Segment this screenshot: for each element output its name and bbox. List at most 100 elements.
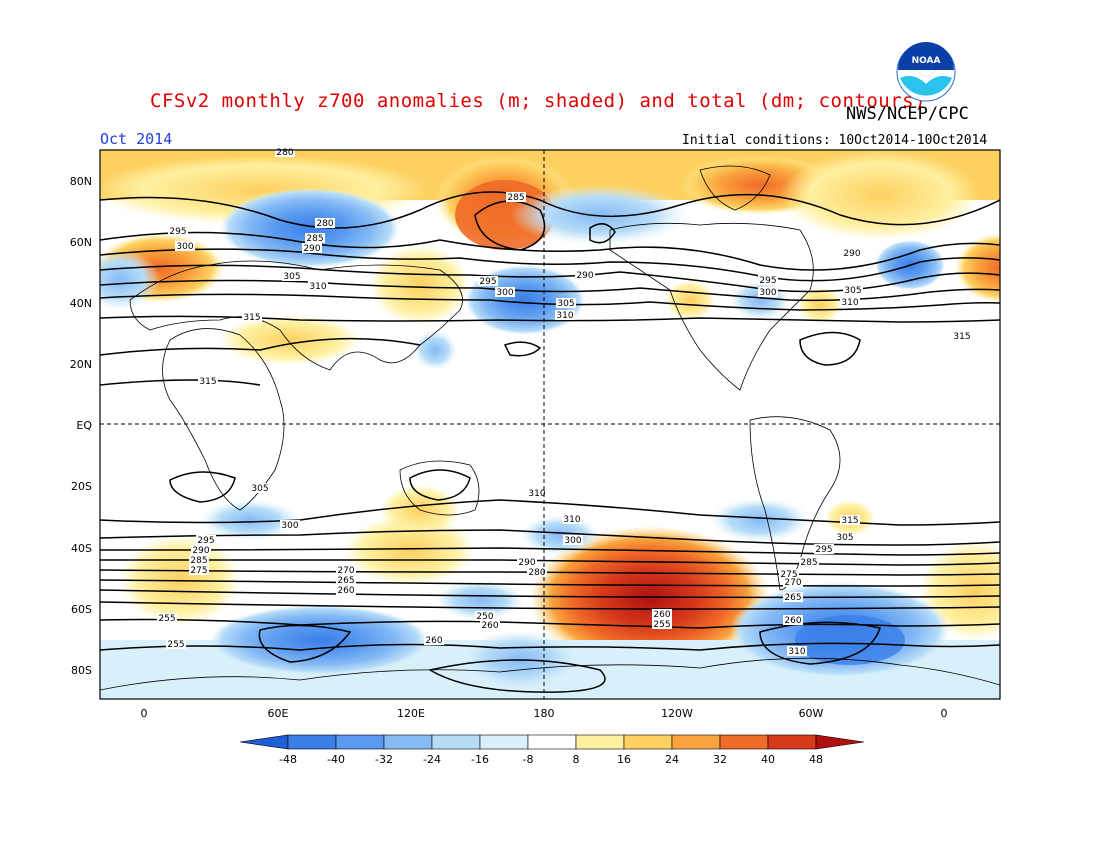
colorbar-tick-label: -24	[423, 753, 441, 766]
colorbar-arrow-right	[815, 734, 865, 750]
contour-label: 285	[507, 193, 524, 203]
contour-label-bg	[275, 147, 295, 157]
contour-label: 315	[841, 516, 858, 526]
contour-label: 270	[784, 578, 801, 588]
contour-label-bg	[175, 241, 195, 251]
lat-label: 60N	[70, 236, 92, 249]
contour-label-bg	[308, 281, 328, 291]
contour-label: 255	[167, 640, 184, 650]
colorbar-tick-label: 40	[761, 753, 775, 766]
contour-label-bg	[242, 312, 262, 322]
contour-label: 295	[479, 277, 496, 287]
contour-label-bg	[527, 488, 547, 498]
contour-label: 300	[496, 288, 513, 298]
colorbar-labels: -48 -40 -32 -24 -16 -8 8 16 24 32 40 48	[279, 753, 823, 766]
contour-label: 285	[190, 556, 207, 566]
colorbar-tick-label: -48	[279, 753, 297, 766]
contour-label: 305	[844, 286, 861, 296]
contour-label-bg	[506, 192, 526, 202]
lon-label: 60W	[799, 707, 824, 720]
lon-axis: 0 60E 120E 180 120W 60W 0	[141, 707, 948, 720]
contour-label: 305	[283, 272, 300, 282]
contour-label-bg	[191, 545, 211, 555]
lat-axis: 80N 60N 40N 20N EQ 20S 40S 60S 80S	[70, 175, 93, 677]
colorbar-arrow-left	[239, 734, 289, 750]
contour-label-bg	[652, 619, 672, 629]
contour-label: 315	[953, 332, 970, 342]
contour-label: 260	[337, 586, 354, 596]
noaa-logo-icon: NOAA	[896, 42, 956, 102]
contour-label: 305	[557, 299, 574, 309]
contour-label-bg	[952, 331, 972, 341]
contour-label-bg	[758, 287, 778, 297]
initial-conditions-label: Initial conditions: 10Oct2014-10Oct2014	[682, 133, 988, 148]
contour-label: 275	[190, 566, 207, 576]
contour-label: 285	[306, 234, 323, 244]
period-label: Oct 2014	[100, 130, 173, 148]
lon-label: 120W	[661, 707, 693, 720]
contour-label: 310	[556, 311, 573, 321]
lat-label: EQ	[76, 419, 92, 432]
colorbar-swatch	[767, 734, 817, 750]
contour-labels: 2802802852902953003053103153152852902953…	[157, 147, 972, 657]
contour-label-bg	[480, 620, 500, 630]
contour-label-bg	[282, 271, 302, 281]
contour-label-bg	[563, 535, 583, 545]
contour-label: 295	[759, 276, 776, 286]
contour-label: 300	[176, 242, 193, 252]
lat-label: 80N	[70, 175, 92, 188]
contour-label-bg	[280, 520, 300, 530]
contour-label: 295	[815, 545, 832, 555]
contour-label: 260	[784, 616, 801, 626]
contour-label: 300	[564, 536, 581, 546]
agency-label: NWS/NCEP/CPC	[846, 104, 969, 124]
colorbar-tick-label: 24	[665, 753, 679, 766]
contour-label: 295	[197, 536, 214, 546]
contour-label: 310	[563, 515, 580, 525]
colorbar-tick-label: 16	[617, 753, 631, 766]
lat-label: 40N	[70, 297, 92, 310]
contour-label-bg	[189, 555, 209, 565]
height-contours	[100, 191, 1000, 693]
lat-label: 60S	[71, 603, 92, 616]
contour-label: 300	[759, 288, 776, 298]
contour-label-bg	[517, 557, 537, 567]
lon-label: 0	[941, 707, 948, 720]
contour-label: 295	[169, 227, 186, 237]
colorbar-swatch	[671, 734, 721, 750]
chart-title: CFSv2 monthly z700 anomalies (m; shaded)…	[150, 90, 927, 112]
contour-label-bg	[189, 565, 209, 575]
colorbar-swatch	[287, 734, 337, 750]
lat-label: 20S	[71, 480, 92, 493]
contour-label: 270	[337, 566, 354, 576]
contour-label-bg	[758, 275, 778, 285]
contour-label-bg	[783, 577, 803, 587]
contour-label-bg	[336, 575, 356, 585]
contour-label: 260	[481, 621, 498, 631]
contour-label-bg	[315, 218, 335, 228]
contour-label-bg	[157, 613, 177, 623]
colorbar-swatch	[431, 734, 481, 750]
colorbar-tick-label: -8	[523, 753, 534, 766]
colorbar-swatch	[383, 734, 433, 750]
contour-label: 300	[281, 521, 298, 531]
contour-label-bg	[556, 298, 576, 308]
colorbar-tick-label: -40	[327, 753, 345, 766]
contour-label-bg	[495, 287, 515, 297]
contour-label: 255	[653, 620, 670, 630]
contour-label-bg	[198, 376, 218, 386]
colorbar-tick-label: -16	[471, 753, 489, 766]
colorbar-swatch	[527, 734, 577, 750]
contour-label-bg	[305, 233, 325, 243]
contour-label: 315	[199, 377, 216, 387]
colorbar-swatch	[623, 734, 673, 750]
contour-label: 250	[476, 612, 493, 622]
contour-label: 290	[843, 249, 860, 259]
lon-label: 0	[141, 707, 148, 720]
contour-label-bg	[302, 243, 322, 253]
contour-label-bg	[783, 592, 803, 602]
contour-label: 265	[784, 593, 801, 603]
lon-label: 180	[534, 707, 555, 720]
colorbar-tick-label: -32	[375, 753, 393, 766]
